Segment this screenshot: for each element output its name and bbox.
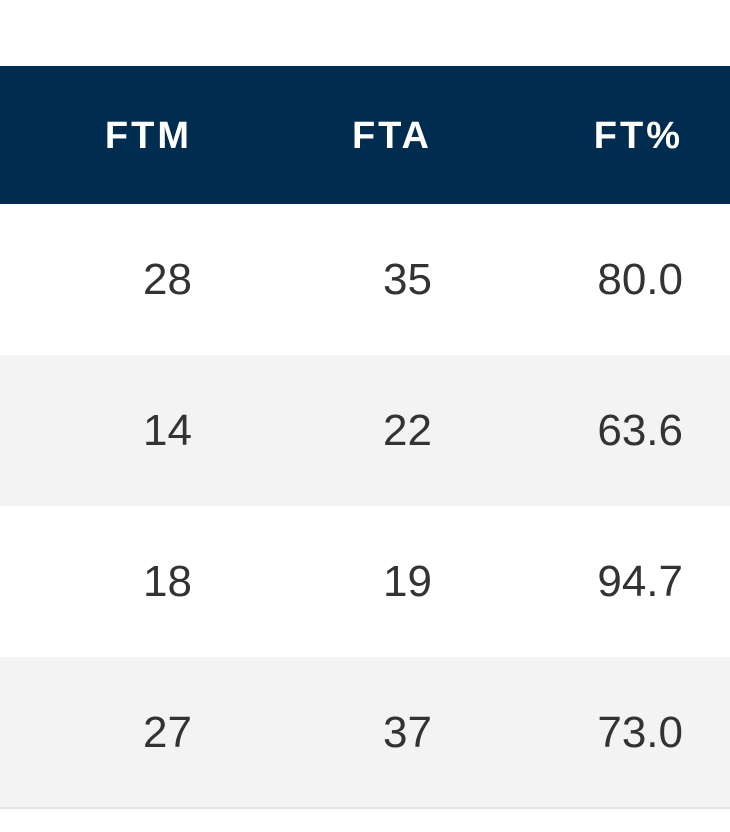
column-header: FT%: [594, 115, 683, 157]
table-row: [0, 355, 730, 506]
table-cell: 73.0: [597, 708, 683, 757]
table-cell: 35: [383, 255, 432, 304]
table-cell: 19: [383, 557, 432, 606]
table-row: [0, 506, 730, 657]
table-row: [0, 204, 730, 355]
table-cell: 28: [143, 255, 192, 304]
table-cell: 94.7: [597, 557, 683, 606]
table-cell: 63.6: [597, 406, 683, 455]
table-cell: 14: [143, 406, 192, 455]
table-cell: 27: [143, 708, 192, 757]
header-band: [0, 66, 730, 204]
column-header: FTM: [105, 115, 192, 157]
table-cell: 22: [383, 406, 432, 455]
column-header: FTA: [352, 115, 432, 157]
table-cell: 18: [143, 557, 192, 606]
table-row: [0, 657, 730, 808]
table-cell: 37: [383, 708, 432, 757]
table-cell: 80.0: [597, 255, 683, 304]
